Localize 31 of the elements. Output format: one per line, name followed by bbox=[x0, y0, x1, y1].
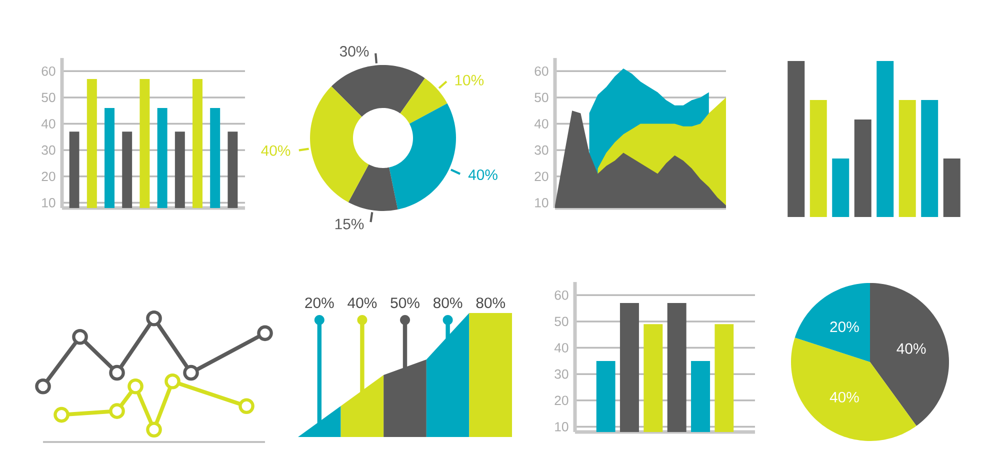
y-tick-label: 50 bbox=[554, 316, 568, 326]
data-label: 20% bbox=[305, 298, 334, 308]
data-label: 80% bbox=[434, 298, 462, 308]
y-tick-label: 60 bbox=[554, 290, 568, 300]
y-tick-label: 20 bbox=[42, 172, 56, 182]
data-label: 40% bbox=[830, 392, 859, 402]
y-tick-label: 60 bbox=[534, 66, 548, 76]
y-tick-label: 30 bbox=[534, 145, 548, 155]
data-label: 40% bbox=[896, 343, 926, 354]
y-tick-label: 40 bbox=[554, 343, 568, 352]
data-label: 15% bbox=[335, 218, 364, 230]
y-tick-label: 60 bbox=[42, 66, 56, 76]
y-tick-label: 50 bbox=[534, 92, 548, 102]
y-tick-label: 10 bbox=[555, 422, 568, 432]
data-label: 40% bbox=[348, 298, 377, 308]
y-tick-label: 20 bbox=[554, 396, 568, 406]
y-tick-label: 10 bbox=[535, 198, 548, 208]
data-label: 20% bbox=[830, 322, 859, 332]
y-tick-label: 50 bbox=[42, 92, 56, 102]
y-tick-label: 10 bbox=[42, 198, 56, 208]
data-label: 80% bbox=[476, 298, 506, 308]
y-tick-label: 30 bbox=[42, 145, 56, 155]
data-label: 40% bbox=[261, 145, 290, 156]
data-label: 40% bbox=[468, 169, 498, 180]
data-label: 50% bbox=[390, 298, 420, 308]
y-tick-label: 40 bbox=[41, 119, 56, 128]
data-label: 10% bbox=[455, 74, 484, 86]
data-label: 30% bbox=[340, 46, 369, 57]
y-tick-label: 20 bbox=[534, 172, 548, 182]
y-tick-label: 30 bbox=[554, 369, 568, 379]
y-tick-label: 40 bbox=[534, 119, 548, 128]
